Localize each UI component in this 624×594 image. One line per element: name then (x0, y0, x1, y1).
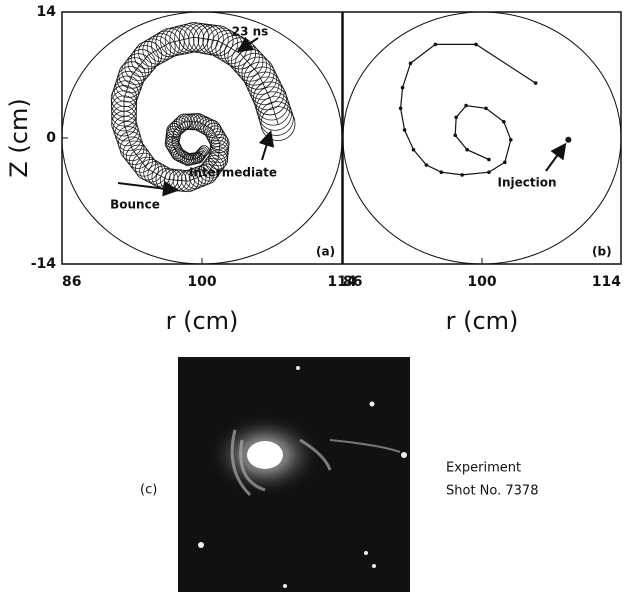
point (403, 128, 407, 132)
annotation-arrow (546, 146, 564, 171)
y-tick-label: 0 (46, 130, 56, 146)
point (454, 116, 458, 120)
point (502, 120, 506, 124)
point (409, 62, 413, 66)
x-axis-label: r (cm) (446, 307, 519, 335)
point (412, 148, 416, 152)
photo: (c) Experiment Shot No. 7378 (140, 357, 538, 592)
annotation: 23 ns (232, 25, 269, 39)
x-tick-label: 86 (343, 274, 362, 290)
annotation: Bounce (110, 198, 160, 212)
point (509, 138, 513, 142)
point (484, 107, 488, 111)
point (453, 134, 457, 138)
point (474, 43, 478, 47)
point (565, 137, 571, 143)
y-tick-label: -14 (31, 256, 57, 272)
y-axis-label: Z (cm) (5, 98, 33, 177)
x-axis-label: r (cm) (166, 307, 239, 335)
point (534, 81, 538, 85)
y-tick-label: 14 (37, 4, 57, 20)
point (439, 170, 443, 174)
point (425, 163, 429, 167)
point (464, 104, 468, 108)
annotation: Injection (497, 176, 556, 190)
caption: Experiment (446, 461, 521, 476)
x-tick-label: 100 (467, 274, 496, 290)
photo-label: (c) (140, 483, 157, 498)
x-tick-label: 114 (592, 274, 621, 290)
point (399, 107, 403, 111)
point (487, 158, 491, 162)
annotation-arrow (262, 134, 270, 160)
x-tick-label: 86 (62, 274, 81, 290)
annotation: (a) (316, 245, 335, 259)
trajectory (401, 44, 536, 175)
point (465, 148, 469, 152)
annotation: (b) (592, 245, 612, 259)
plot-frame (343, 12, 621, 264)
point (434, 43, 438, 47)
annotation: Intermediate (189, 166, 277, 180)
point (487, 170, 491, 174)
point (460, 173, 464, 177)
annotation-arrow (240, 38, 258, 50)
caption: Shot No. 7378 (446, 484, 538, 499)
glow-core (247, 441, 283, 469)
point (503, 161, 507, 165)
x-tick-label: 100 (187, 274, 216, 290)
point (401, 86, 405, 90)
chamber-wall (343, 12, 621, 264)
figure: (c) Experiment Shot No. 7378 86 100 114 -14… (0, 0, 624, 594)
